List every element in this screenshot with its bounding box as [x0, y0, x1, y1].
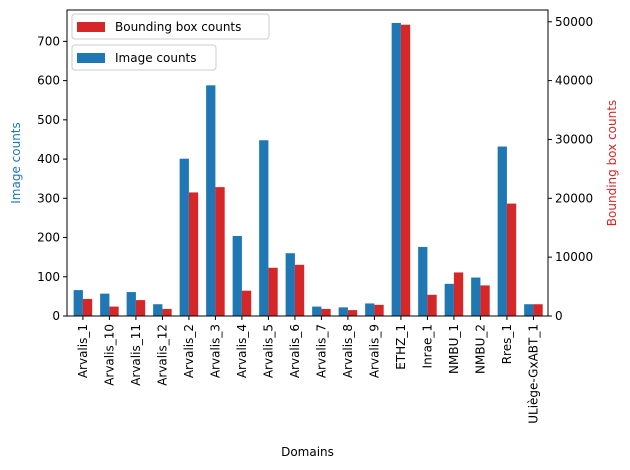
left-tick-label: 100 — [37, 270, 60, 284]
image-count-bar — [206, 85, 216, 316]
left-y-axis: 0 100 200 300 400 500 600 700 — [37, 34, 67, 323]
legend-box — [71, 44, 217, 71]
x-tick-label: Arvalis_1 — [76, 324, 90, 378]
legend-label: Image counts — [115, 51, 197, 65]
bounding-box-count-bar — [400, 24, 411, 316]
bounding-box-count-bar — [215, 187, 225, 316]
x-tick-label: Arvalis_11 — [129, 324, 143, 386]
bounding-box-count-bar — [188, 192, 199, 316]
bounding-box-count-bar — [241, 290, 252, 316]
legend-swatch — [77, 53, 105, 63]
x-axis-label: Domains — [281, 445, 334, 459]
image-count-bar — [365, 303, 375, 316]
x-tick-label: Arvalis_4 — [235, 324, 249, 378]
right-y-axis: 0 10000 20000 30000 40000 50000 — [548, 15, 593, 323]
x-tick-label: ETHZ_1 — [394, 324, 408, 370]
image-count-bar — [259, 140, 269, 316]
left-tick-label: 300 — [37, 191, 60, 205]
bounding-box-count-bar — [135, 300, 146, 316]
left-tick-label: 600 — [37, 74, 60, 88]
bounding-box-count-bar — [162, 308, 172, 316]
image-count-bar — [391, 22, 401, 316]
left-tick-label: 200 — [37, 231, 60, 245]
image-count-bar — [285, 253, 295, 316]
legend-swatch — [77, 22, 105, 32]
x-tick-label: Arvalis_7 — [314, 324, 328, 378]
left-tick-label: 400 — [37, 152, 60, 166]
x-tick-label: Arvalis_3 — [208, 324, 222, 378]
legend-box — [71, 13, 270, 40]
bounding-box-count-bar — [506, 203, 517, 316]
left-tick-label: 0 — [52, 309, 60, 323]
bounding-box-count-bar — [374, 304, 384, 316]
image-count-bar — [100, 293, 110, 316]
bounding-box-count-bar — [480, 285, 490, 316]
legend-image-counts: Image counts — [71, 44, 217, 71]
image-count-bar — [126, 292, 136, 316]
bounding-box-count-bar — [321, 308, 331, 316]
image-count-bar — [312, 306, 322, 316]
image-count-bar — [232, 235, 242, 316]
x-tick-label: NMBU_1 — [447, 324, 461, 374]
x-tick-label: Arvalis_5 — [261, 324, 275, 378]
image-counts-bars — [73, 22, 534, 316]
bounding-box-counts-bars — [82, 24, 543, 316]
image-count-bar — [418, 246, 428, 316]
x-tick-label: Arvalis_10 — [102, 324, 116, 386]
x-tick-label: Arvalis_6 — [288, 324, 302, 378]
x-tick-label: ULiège-GxABT_1 — [526, 324, 540, 424]
x-axis: Arvalis_1 Arvalis_10 Arvalis_11 Arvalis_12 A… — [76, 316, 540, 424]
image-count-bar — [524, 304, 534, 316]
x-tick-label: Arvalis_9 — [367, 324, 381, 378]
right-tick-label: 50000 — [555, 15, 593, 29]
bounding-box-count-bar — [268, 267, 278, 316]
bounding-box-count-bar — [453, 272, 464, 316]
right-tick-label: 30000 — [555, 132, 593, 146]
legend-label: Bounding box counts — [115, 20, 241, 34]
right-tick-label: 40000 — [555, 74, 593, 88]
right-tick-label: 20000 — [555, 191, 593, 205]
bounding-box-count-bar — [533, 304, 543, 316]
image-count-bar — [338, 307, 348, 316]
image-count-bar — [153, 304, 163, 316]
right-tick-label: 0 — [555, 309, 563, 323]
legend-bounding-box: Bounding box counts — [71, 13, 270, 40]
image-count-bar — [179, 158, 189, 316]
x-tick-label: Arvalis_12 — [155, 324, 169, 386]
left-tick-label: 700 — [37, 34, 60, 48]
x-tick-label: Inrae_1 — [420, 324, 434, 368]
image-count-bar — [497, 146, 507, 316]
right-tick-label: 10000 — [555, 250, 593, 264]
image-count-bar — [444, 283, 454, 316]
x-tick-label: Rres_1 — [500, 324, 514, 364]
x-tick-label: Arvalis_2 — [182, 324, 196, 378]
bounding-box-count-bar — [347, 310, 358, 316]
right-y-axis-label: Bounding box counts — [605, 100, 619, 226]
bounding-box-count-bar — [427, 294, 437, 316]
bounding-box-count-bar — [82, 298, 93, 316]
image-count-bar — [471, 277, 481, 316]
bounding-box-count-bar — [109, 306, 119, 316]
bounding-box-count-bar — [294, 264, 305, 316]
x-tick-label: Arvalis_8 — [341, 324, 355, 378]
left-y-axis-label: Image counts — [9, 122, 23, 204]
x-tick-label: NMBU_2 — [473, 324, 487, 374]
plot-frame — [66, 9, 549, 317]
image-count-bar — [73, 290, 83, 316]
left-tick-label: 500 — [37, 113, 60, 127]
